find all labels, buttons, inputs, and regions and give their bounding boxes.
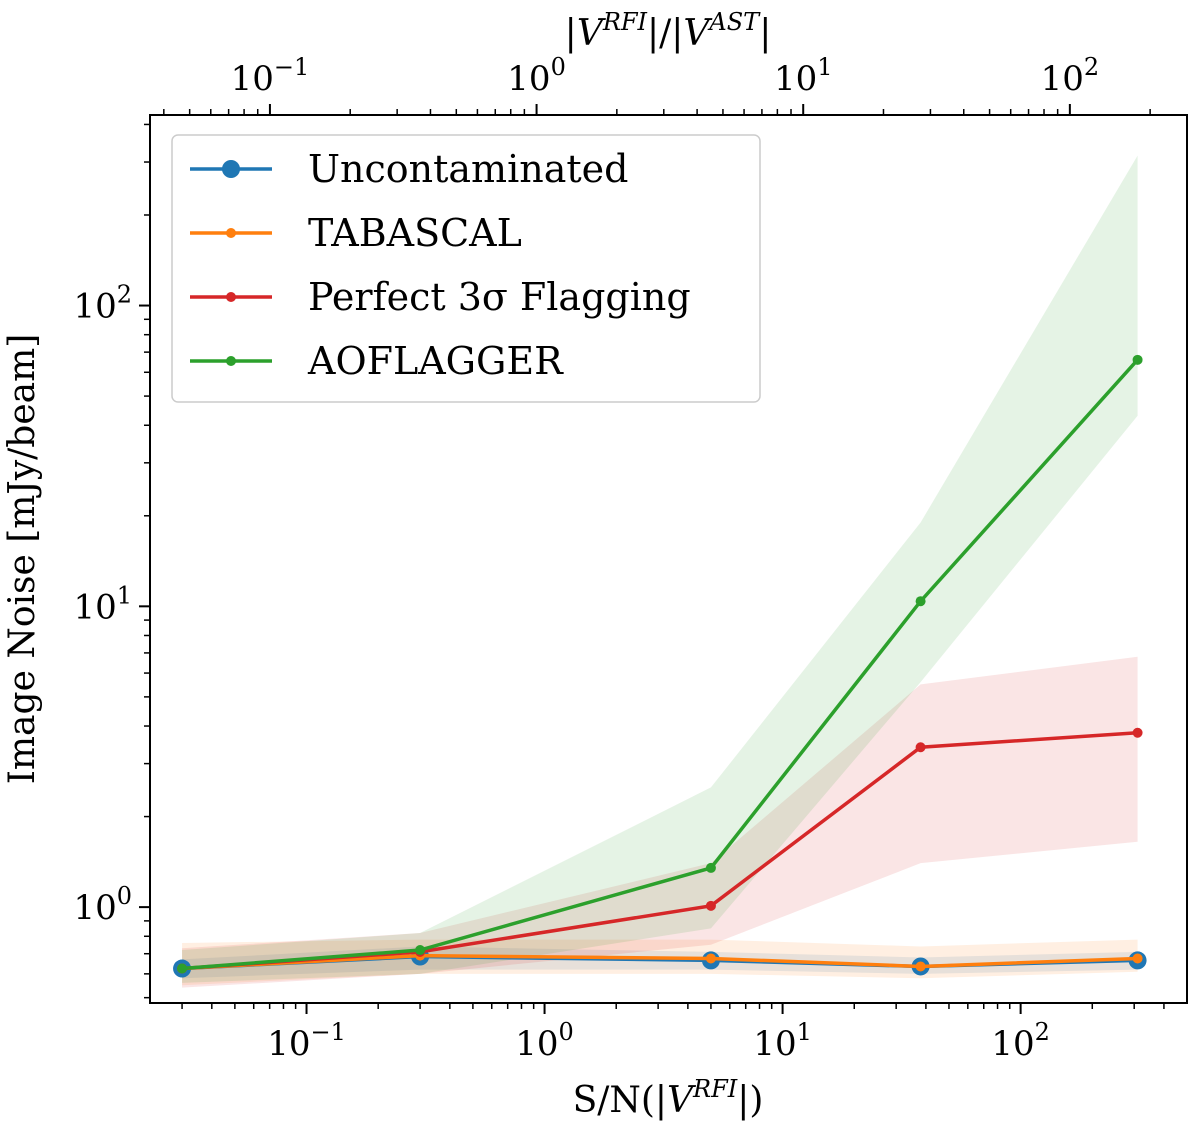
point-tabascal <box>705 953 716 964</box>
legend-marker-uncontaminated <box>222 160 240 178</box>
x-tick-label: 101 <box>753 1018 812 1064</box>
band-perfect-3-flagging <box>182 656 1138 988</box>
legend-marker-perfect-3-flagging <box>226 292 236 302</box>
legend-marker-aoflagger <box>226 356 236 366</box>
band-aoflagger <box>182 155 1138 983</box>
x-tick-label: 10−1 <box>267 1018 346 1064</box>
point-aoflagger <box>915 596 926 607</box>
top-x-tick-label: 102 <box>1041 53 1100 99</box>
y-axis-label: Image Noise [mJy/beam] <box>2 334 43 785</box>
top-x-axis-label: |VRFI|/|VAST| <box>565 8 772 54</box>
legend-label-uncontaminated: Uncontaminated <box>308 147 628 191</box>
top-x-axis-ticks: 10−1 100 101 102 <box>163 53 1151 115</box>
y-axis-ticks: 100 101 102 <box>73 123 150 999</box>
plot-frame <box>149 114 1188 1004</box>
top-x-tick-label: 101 <box>774 53 833 99</box>
point-perfect-3-flagging <box>915 742 926 753</box>
legend-label-perfect-3-flagging: Perfect 3σ Flagging <box>308 275 691 319</box>
legend: Uncontaminated TABASCAL Perfect 3σ Flaggin… <box>171 134 761 403</box>
legend-marker-tabascal <box>226 228 236 238</box>
point-aoflagger <box>1132 354 1143 365</box>
x-tick-label: 102 <box>991 1018 1050 1064</box>
x-tick-label: 100 <box>515 1018 574 1064</box>
point-tabascal <box>1132 953 1143 964</box>
legend-label-tabascal: TABASCAL <box>308 211 522 255</box>
point-aoflagger <box>177 963 188 974</box>
point-perfect-3-flagging <box>705 900 716 911</box>
legend-label-aoflagger: AOFLAGGER <box>307 339 564 383</box>
y-tick-label: 101 <box>73 581 132 627</box>
top-x-tick-label: 10−1 <box>231 53 310 99</box>
legend-box <box>171 134 761 403</box>
point-perfect-3-flagging <box>1132 727 1143 738</box>
point-tabascal <box>915 961 926 972</box>
point-aoflagger <box>415 945 426 956</box>
top-x-tick-label: 100 <box>507 53 566 99</box>
y-tick-label: 100 <box>73 882 132 928</box>
point-aoflagger <box>705 862 716 873</box>
series-layer <box>173 354 1147 978</box>
x-axis-label: S/N(|VRFI|) <box>573 1075 764 1121</box>
x-axis-ticks: 10−1 100 101 102 <box>181 1003 1165 1064</box>
y-tick-label: 102 <box>73 281 132 327</box>
